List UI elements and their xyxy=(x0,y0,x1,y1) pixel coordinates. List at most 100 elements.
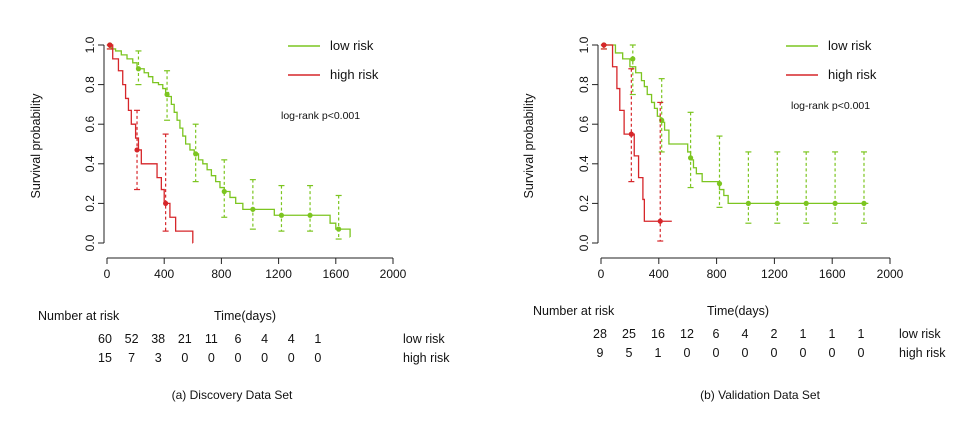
survival-curve-high-risk xyxy=(107,44,194,244)
at-risk-count: 0 xyxy=(800,346,807,360)
at-risk-count: 7 xyxy=(128,351,135,365)
panel-validation: 0.00.20.40.60.81.00 400 800 1200 1600 2000low… xyxy=(522,36,946,402)
caption-discovery: (a) Discovery Data Set xyxy=(172,388,293,402)
y-tick-label: 0.6 xyxy=(83,116,97,133)
at-risk-count: 0 xyxy=(742,346,749,360)
at-risk-count: 0 xyxy=(181,351,188,365)
panel-discovery: 0.00.20.40.60.81.00 400 800 1200 1600 2000low… xyxy=(29,36,450,402)
data-point xyxy=(774,200,780,206)
x-tick-label: 1600 xyxy=(322,267,349,281)
y-tick-label: 0.4 xyxy=(83,155,97,172)
data-point xyxy=(163,200,169,206)
data-point xyxy=(745,200,751,206)
data-point xyxy=(803,200,809,206)
x-axis-label: Time(days) xyxy=(214,309,276,323)
at-risk-count: 21 xyxy=(178,332,192,346)
y-tick-label: 0.2 xyxy=(83,195,97,212)
y-tick-label: 0.4 xyxy=(577,155,591,172)
at-risk-count: 4 xyxy=(261,332,268,346)
x-tick-label: 800 xyxy=(211,267,231,281)
at-risk-count: 0 xyxy=(288,351,295,365)
risk-row-label: high risk xyxy=(899,346,946,360)
data-point xyxy=(307,212,313,218)
at-risk-count: 0 xyxy=(858,346,865,360)
x-tick-label: 1200 xyxy=(265,267,292,281)
y-tick-label: 1.0 xyxy=(577,36,591,53)
at-risk-count: 60 xyxy=(98,332,112,346)
survival-curve-high-risk xyxy=(601,44,672,222)
data-point xyxy=(628,131,634,137)
at-risk-count: 1 xyxy=(800,327,807,341)
data-point xyxy=(630,56,636,62)
at-risk-count: 0 xyxy=(684,346,691,360)
x-axis-label: Time(days) xyxy=(707,304,769,318)
legend-label: high risk xyxy=(330,67,379,82)
data-point xyxy=(250,206,256,212)
data-point xyxy=(135,66,142,72)
x-tick-label: 2000 xyxy=(380,267,407,281)
data-point xyxy=(716,181,723,187)
at-risk-count: 2 xyxy=(771,327,778,341)
at-risk-count: 0 xyxy=(713,346,720,360)
y-tick-label: 0.2 xyxy=(577,195,591,212)
y-axis-label: Survival probability xyxy=(522,93,536,199)
risk-table-title: Number at risk xyxy=(38,309,120,323)
at-risk-count: 1 xyxy=(314,332,321,346)
km-plot-validation: 0.0 0.2 0.4 0.6 0.8 1.0 0 400 800 1200 1600 2000 low… xyxy=(577,36,904,281)
data-point xyxy=(687,155,694,161)
risk-row-label: low risk xyxy=(403,332,445,346)
data-point xyxy=(861,200,867,206)
y-tick-label: 0.6 xyxy=(577,116,591,133)
x-tick-label: 400 xyxy=(154,267,174,281)
risk-row-label: high risk xyxy=(403,351,450,365)
at-risk-count: 38 xyxy=(151,332,165,346)
at-risk-count: 6 xyxy=(235,332,242,346)
x-tick-label: 0 xyxy=(104,267,111,281)
data-point xyxy=(657,218,663,224)
at-risk-count: 1 xyxy=(858,327,865,341)
at-risk-count: 0 xyxy=(208,351,215,365)
risk-table-validation: 28 25 16 12 6 4 2 1 1 1 low risk 9 5 1 0 0 0 0 0 0 0 high ris… xyxy=(593,327,946,360)
data-point xyxy=(221,188,227,195)
at-risk-count: 11 xyxy=(205,332,218,346)
at-risk-count: 4 xyxy=(288,332,295,346)
y-tick-label: 0.8 xyxy=(83,76,97,93)
y-tick-label: 0.8 xyxy=(577,76,591,93)
data-point xyxy=(278,212,285,218)
x-tick-label: 400 xyxy=(649,267,669,281)
x-tick-label: 2000 xyxy=(877,267,904,281)
at-risk-count: 0 xyxy=(235,351,242,365)
x-tick-label: 1200 xyxy=(761,267,788,281)
at-risk-count: 4 xyxy=(742,327,749,341)
y-tick-label: 0.0 xyxy=(83,234,97,251)
risk-table-discovery: 60 52 38 21 11 6 4 4 1 low risk 15 7 3 0 0 0 0 0 0 high ris… xyxy=(98,332,450,365)
data-point xyxy=(336,226,342,232)
legend-label: low risk xyxy=(828,38,872,53)
x-tick-label: 0 xyxy=(598,267,605,281)
at-risk-count: 0 xyxy=(314,351,321,365)
at-risk-count: 16 xyxy=(651,327,665,341)
at-risk-count: 0 xyxy=(771,346,778,360)
caption-validation: (b) Validation Data Set xyxy=(700,388,821,402)
at-risk-count: 0 xyxy=(261,351,268,365)
at-risk-count: 5 xyxy=(626,346,633,360)
x-tick-label: 800 xyxy=(707,267,727,281)
data-point xyxy=(193,151,199,157)
data-point xyxy=(832,200,838,206)
y-tick-label: 1.0 xyxy=(83,36,97,53)
legend-label: high risk xyxy=(828,67,877,82)
risk-row-label: low risk xyxy=(899,327,941,341)
at-risk-count: 28 xyxy=(593,327,607,341)
data-point xyxy=(601,42,607,48)
at-risk-count: 1 xyxy=(829,327,836,341)
at-risk-count: 1 xyxy=(655,346,662,360)
legend-label: low risk xyxy=(330,38,374,53)
log-rank-annotation: log-rank p<0.001 xyxy=(791,100,870,112)
at-risk-count: 12 xyxy=(680,327,694,341)
at-risk-count: 6 xyxy=(713,327,720,341)
risk-table-title: Number at risk xyxy=(533,304,615,318)
x-tick-label: 1600 xyxy=(819,267,846,281)
at-risk-count: 9 xyxy=(597,346,604,360)
at-risk-count: 52 xyxy=(125,332,139,346)
